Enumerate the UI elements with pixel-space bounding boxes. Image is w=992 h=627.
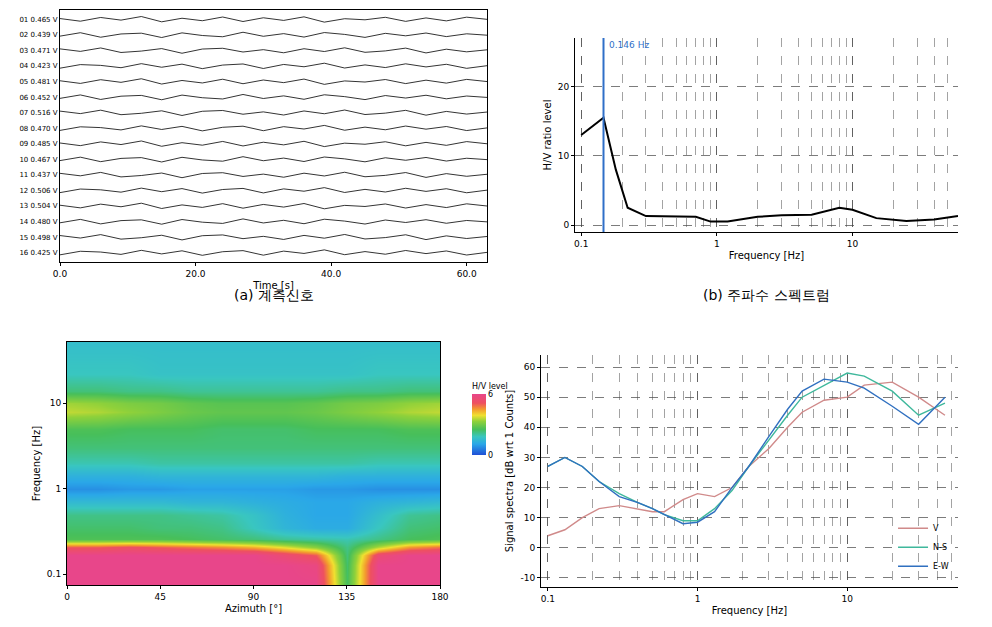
svg-text:Frequency [Hz]: Frequency [Hz] [729, 250, 805, 261]
svg-text:1: 1 [695, 594, 701, 604]
svg-text:15 0.498 V: 15 0.498 V [19, 234, 57, 242]
svg-text:06 0.452 V: 06 0.452 V [19, 94, 57, 102]
svg-text:-10: -10 [520, 573, 535, 583]
svg-text:0.1: 0.1 [541, 594, 555, 604]
svg-text:30: 30 [524, 453, 536, 463]
svg-text:0: 0 [563, 220, 569, 230]
svg-text:11 0.437 V: 11 0.437 V [19, 171, 57, 179]
svg-text:60: 60 [524, 362, 536, 372]
svg-text:Frequency [Hz]: Frequency [Hz] [712, 605, 788, 616]
svg-text:1: 1 [714, 239, 720, 249]
svg-text:20: 20 [524, 483, 536, 493]
svg-text:09 0.485 V: 09 0.485 V [19, 140, 57, 148]
svg-text:10: 10 [50, 398, 62, 408]
svg-text:0.0: 0.0 [53, 269, 68, 279]
svg-text:03 0.471 V: 03 0.471 V [19, 47, 57, 55]
svg-text:6: 6 [488, 390, 493, 399]
svg-text:60.0: 60.0 [457, 269, 477, 279]
svg-text:13 0.504 V: 13 0.504 V [19, 202, 57, 210]
svg-text:14 0.480 V: 14 0.480 V [19, 218, 57, 226]
svg-text:Azimuth [°]: Azimuth [°] [225, 603, 282, 614]
svg-text:(b) 주파수 스펙트럼: (b) 주파수 스펙트럼 [703, 287, 830, 303]
svg-text:45: 45 [155, 592, 166, 602]
svg-text:02 0.439 V: 02 0.439 V [19, 31, 57, 39]
svg-text:90: 90 [248, 592, 260, 602]
svg-text:1: 1 [55, 484, 61, 494]
svg-text:10: 10 [558, 151, 570, 161]
svg-text:10: 10 [841, 594, 853, 604]
svg-text:40: 40 [524, 422, 536, 432]
svg-text:Frequency [Hz]: Frequency [Hz] [31, 426, 42, 502]
svg-text:E-W: E-W [933, 562, 949, 571]
svg-text:10: 10 [847, 239, 859, 249]
svg-text:16 0.425 V: 16 0.425 V [19, 249, 57, 257]
svg-text:10: 10 [524, 513, 536, 523]
svg-text:135: 135 [338, 592, 355, 602]
svg-text:07 0.516 V: 07 0.516 V [19, 109, 57, 117]
svg-text:0.146 Hz: 0.146 Hz [609, 40, 649, 50]
svg-text:Signal spectra [dB wrt 1 Count: Signal spectra [dB wrt 1 Counts] [504, 390, 515, 553]
svg-text:04 0.423 V: 04 0.423 V [19, 62, 57, 70]
svg-text:180: 180 [431, 592, 448, 602]
svg-text:08 0.470 V: 08 0.470 V [19, 125, 57, 133]
svg-text:40.0: 40.0 [321, 269, 341, 279]
svg-text:20.0: 20.0 [186, 269, 206, 279]
svg-text:H/V ratio level: H/V ratio level [542, 100, 553, 171]
svg-text:H/V level: H/V level [472, 382, 508, 391]
svg-text:0: 0 [488, 451, 493, 460]
svg-text:50: 50 [524, 392, 536, 402]
svg-text:20: 20 [558, 82, 570, 92]
svg-text:12 0.506 V: 12 0.506 V [19, 187, 57, 195]
svg-text:01 0.465 V: 01 0.465 V [19, 16, 57, 24]
svg-text:05 0.481 V: 05 0.481 V [19, 78, 57, 86]
svg-text:10 0.467 V: 10 0.467 V [19, 156, 57, 164]
svg-text:(a) 계측신호: (a) 계측신호 [234, 287, 314, 303]
svg-text:0: 0 [529, 543, 535, 553]
svg-text:V: V [933, 524, 939, 533]
svg-text:0: 0 [64, 592, 70, 602]
svg-text:0.1: 0.1 [574, 239, 588, 249]
svg-text:Time [s]: Time [s] [252, 280, 294, 291]
svg-text:0.1: 0.1 [47, 569, 61, 579]
svg-text:N-S: N-S [933, 543, 947, 552]
